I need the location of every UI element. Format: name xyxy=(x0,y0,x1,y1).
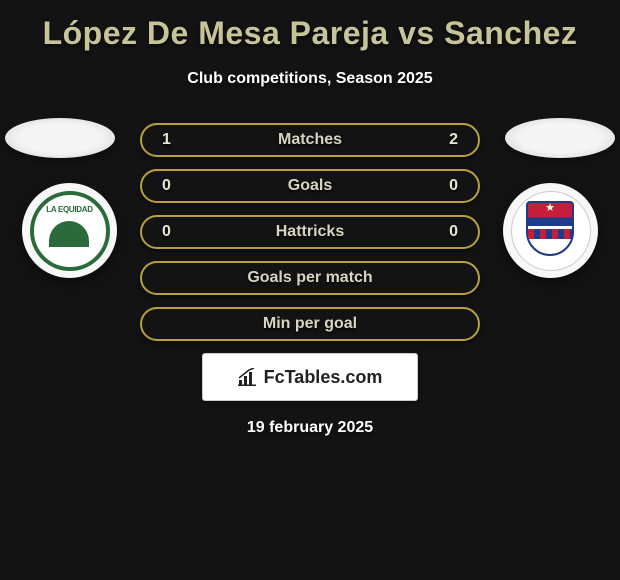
player-left-placeholder xyxy=(5,118,115,158)
infographic-container: López De Mesa Pareja vs Sanchez Club com… xyxy=(0,0,620,437)
club-badge-left xyxy=(22,183,117,278)
stat-row: 0 Hattricks 0 xyxy=(140,215,480,249)
stat-value-left: 0 xyxy=(162,177,182,195)
brand-box: FcTables.com xyxy=(202,353,418,401)
stat-value-right: 0 xyxy=(438,177,458,195)
stat-label: Goals per match xyxy=(247,269,372,287)
stat-row: Goals per match xyxy=(140,261,480,295)
club-right-shield-icon xyxy=(526,201,574,256)
subtitle: Club competitions, Season 2025 xyxy=(0,70,620,88)
player-right-placeholder xyxy=(505,118,615,158)
stat-label: Goals xyxy=(288,177,332,195)
stat-rows: 1 Matches 2 0 Goals 0 0 Hattricks 0 Goals per mat… xyxy=(140,123,480,341)
stat-value-right: 0 xyxy=(438,223,458,241)
stat-label: Hattricks xyxy=(276,223,344,241)
stat-value-left: 0 xyxy=(162,223,182,241)
stat-row: 1 Matches 2 xyxy=(140,123,480,157)
stat-value-left: 1 xyxy=(162,131,182,149)
stat-row: 0 Goals 0 xyxy=(140,169,480,203)
chart-icon xyxy=(238,368,260,386)
stat-value-right: 2 xyxy=(438,131,458,149)
stat-row: Min per goal xyxy=(140,307,480,341)
brand-text: FcTables.com xyxy=(264,367,383,388)
date-label: 19 february 2025 xyxy=(0,419,620,437)
club-badge-right xyxy=(503,183,598,278)
stat-label: Matches xyxy=(278,131,342,149)
club-left-arch-icon xyxy=(49,221,89,247)
page-title: López De Mesa Pareja vs Sanchez xyxy=(0,15,620,52)
stat-label: Min per goal xyxy=(263,315,357,333)
comparison-area: 1 Matches 2 0 Goals 0 0 Hattricks 0 Goals per mat… xyxy=(0,123,620,341)
